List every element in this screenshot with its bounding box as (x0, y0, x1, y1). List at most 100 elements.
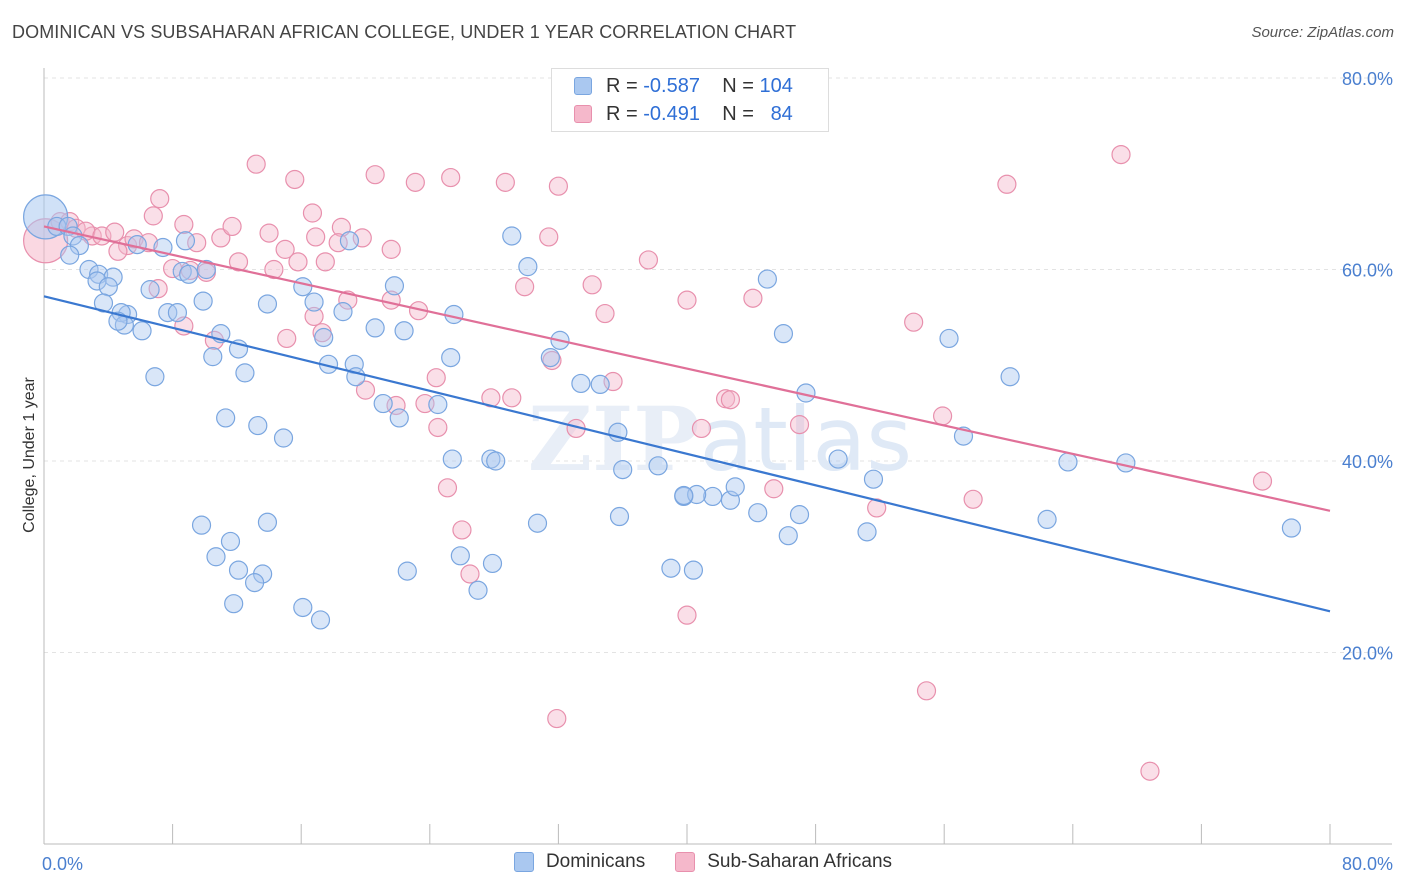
pink-series-points (23, 145, 1273, 781)
legend-label: Sub-Saharan Africans (707, 851, 893, 872)
dominican-point (60, 245, 80, 265)
chart-title: DOMINICAN VS SUBSAHARAN AFRICAN COLLEGE,… (12, 22, 797, 42)
subsaharan-point (677, 290, 697, 310)
dominican-point (389, 408, 409, 428)
dominican-point (828, 449, 848, 469)
y-axis-label: College, Under 1 year (21, 377, 38, 533)
dominican-point (273, 428, 294, 448)
dominican-point (397, 561, 417, 581)
y-tick-label: 20.0% (1342, 644, 1393, 664)
dominican-point (1116, 453, 1136, 473)
subsaharan-point (743, 288, 763, 308)
subsaharan-point (426, 368, 446, 388)
subsaharan-point (264, 259, 284, 280)
pink-swatch (574, 105, 592, 123)
subsaharan-point (302, 203, 323, 223)
dominican-point (648, 456, 668, 476)
dominican-point (441, 347, 461, 368)
dominican-point (661, 558, 681, 578)
dominican-point (175, 231, 196, 251)
subsaharan-point (502, 388, 522, 408)
subsaharan-point (547, 708, 567, 729)
dominican-point (613, 460, 633, 480)
n-label: N = (722, 102, 754, 125)
dominican-point (167, 302, 188, 323)
pink-swatch (675, 852, 696, 872)
dominican-point (193, 291, 213, 311)
subsaharan-point (143, 206, 163, 226)
trend-lines (43, 225, 1331, 613)
subsaharan-point (460, 564, 480, 584)
dominican-point (571, 373, 591, 394)
dominican-point (140, 280, 160, 300)
subsaharan-point (428, 417, 448, 438)
dominican-point (527, 513, 548, 533)
subsaharan-point (548, 176, 569, 196)
dominican-point (132, 321, 152, 341)
watermark: ZIPatlas (528, 387, 912, 491)
dominican-point (857, 522, 877, 542)
legend-item-dominicans: Dominicans (513, 851, 645, 873)
dominican-point (518, 257, 538, 277)
n-value: 84 (770, 102, 793, 125)
dominican-point (674, 485, 694, 506)
subsaharan-point (1252, 471, 1273, 491)
dominican-point (444, 304, 464, 325)
subsaharan-point (228, 252, 249, 272)
dominican-point (683, 560, 704, 580)
subsaharan-point (211, 228, 231, 248)
dominican-point (257, 512, 278, 532)
dominican-point (748, 503, 768, 523)
dominican-point (108, 311, 128, 331)
series-legend: Dominicans Sub-Saharan Africans (0, 851, 1406, 873)
dominican-point (365, 318, 385, 338)
n-value: 104 (759, 74, 793, 97)
subsaharan-point (148, 279, 168, 299)
blue-swatch (513, 852, 534, 872)
dominican-point (789, 505, 810, 525)
subsaharan-point (1140, 761, 1160, 781)
n-label: N = (722, 74, 754, 97)
subsaharan-point (150, 189, 170, 209)
subsaharan-point (789, 415, 810, 435)
dominican-point (248, 415, 268, 436)
legend-row-subsaharan: R = -0.491 N = 84 (574, 101, 793, 127)
dominican-point (310, 610, 331, 630)
subsaharan-point (405, 172, 425, 192)
dominican-point (79, 259, 99, 280)
subsaharan-trend-line (43, 225, 1331, 512)
dominican-point (1000, 367, 1020, 387)
dominican-point (502, 226, 522, 246)
dominican-point (235, 363, 255, 383)
r-label: R = (606, 74, 638, 97)
dominican-point (158, 302, 178, 323)
subsaharan-point (222, 216, 242, 237)
subsaharan-point (916, 681, 937, 701)
r-value: -0.491 (643, 102, 700, 125)
dominican-point (468, 580, 488, 600)
dominican-point (1058, 452, 1078, 472)
r-label: R = (606, 102, 638, 125)
dominican-point (339, 231, 360, 251)
dominican-point (87, 271, 107, 291)
subsaharan-point (904, 312, 924, 332)
subsaharan-point (539, 227, 559, 247)
subsaharan-point (246, 154, 266, 174)
subsaharan-point (515, 277, 535, 297)
dominican-point (145, 367, 165, 387)
subsaharan-point (315, 252, 335, 272)
watermark-zip: ZIP (528, 387, 700, 491)
dominican-point (179, 264, 199, 284)
subsaharan-point (595, 303, 615, 324)
subsaharan-point (495, 172, 515, 192)
dominican-point (93, 293, 114, 313)
dominican-point (703, 486, 723, 507)
subsaharan-point (1111, 145, 1131, 165)
subsaharan-point (285, 169, 305, 190)
subsaharan-point (638, 250, 659, 270)
dominican-point (482, 553, 503, 574)
dominican-point (773, 324, 794, 344)
subsaharan-point (275, 239, 295, 259)
dominican-point (228, 560, 249, 580)
subsaharan-point (963, 489, 983, 509)
